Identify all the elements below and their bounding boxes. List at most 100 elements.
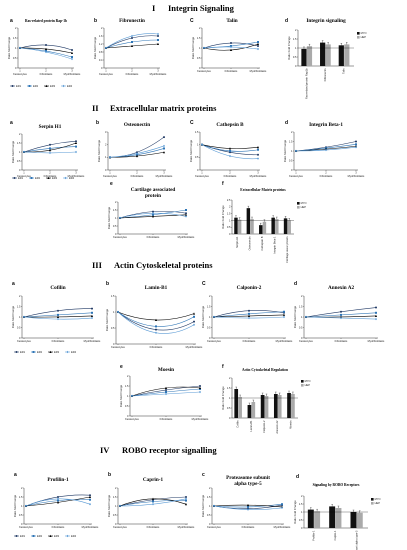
bar <box>260 395 265 418</box>
y-tick-label: 0.5 <box>111 326 115 330</box>
data-point <box>193 315 195 318</box>
data-point <box>229 48 233 51</box>
data-point <box>91 311 93 314</box>
y-tick-label: 2 <box>199 26 201 30</box>
bar <box>287 220 291 234</box>
y-tick-label: 0.5 <box>13 56 17 60</box>
y-tick-label: 1.5 <box>195 130 199 134</box>
legend-swatch <box>297 202 300 205</box>
y-tick-label: 0 <box>15 66 17 70</box>
x-tick-label: 2 <box>136 171 138 175</box>
panel-letter: a <box>14 472 17 478</box>
y-tick-label: 2 <box>127 374 129 378</box>
section-title: Actin Cytoskeletal proteins <box>114 260 213 270</box>
y-axis-label: Ratio fold Change <box>189 139 193 162</box>
y-tick-label: 1.5 <box>17 304 21 308</box>
y-axis-label: Ratio fold Change <box>7 36 11 59</box>
x-category-label: Fibroblasts <box>225 69 238 73</box>
x-category-label: Myofibroblasts <box>348 174 365 178</box>
y-tick-label: 0.5 <box>197 56 201 60</box>
data-point <box>325 148 327 152</box>
panel-title: Talin <box>226 18 237 24</box>
section-numeral: III <box>92 260 103 270</box>
data-point <box>193 320 195 323</box>
x-category-label: Myofibroblasts <box>64 72 81 76</box>
legend-label: ER1 <box>20 534 26 538</box>
y-axis-label: Ratio Fold Change <box>293 500 297 524</box>
data-point <box>152 213 154 216</box>
panel-p2a: a Serpin H1 0 0.5 1 1.5 2 Ratio fold Change 1 2 3 K… <box>10 120 85 178</box>
bar <box>277 395 282 418</box>
x-tick-label: 3 <box>355 171 357 175</box>
legend-marker <box>62 84 65 88</box>
legend-marker <box>45 84 48 87</box>
data-point <box>193 323 195 326</box>
data-point <box>340 310 342 313</box>
legend-swatch <box>371 498 374 501</box>
y-tick-label: 0 <box>229 232 231 236</box>
y-tick-label: 2 <box>229 205 231 209</box>
data-point <box>57 309 59 312</box>
x-category-label: Keratocytes <box>207 339 221 343</box>
data-point <box>165 389 167 391</box>
data-point <box>355 146 357 149</box>
bar <box>307 509 314 528</box>
panel-title: Calponin-2 <box>237 285 262 291</box>
legend-label: ER4 <box>71 534 77 538</box>
data-point <box>247 314 251 317</box>
x-category-label: Myofibroblasts <box>82 525 99 529</box>
data-point <box>230 42 232 44</box>
y-tick-label: 1.5 <box>125 384 129 388</box>
data-point <box>374 314 378 317</box>
x-category-label: Keratocytes <box>125 417 139 421</box>
y-tick-label: 0 <box>301 336 303 340</box>
data-point <box>184 213 188 216</box>
bar <box>306 46 313 66</box>
legend-label: MYO <box>305 379 311 383</box>
x-tick-label: 1 <box>109 171 111 175</box>
x-tick-label: 3 <box>257 171 259 175</box>
panel-letter: b <box>106 281 109 287</box>
y-tick-label: 0.5 <box>195 155 199 159</box>
y-tick-label: 1 <box>229 218 231 222</box>
data-point <box>151 497 155 500</box>
data-point <box>156 42 160 45</box>
x-category-label: Keratocytes <box>113 235 127 239</box>
y-tick-label: 0.5 <box>299 325 303 329</box>
y-tick-label: 0.5 <box>227 406 231 410</box>
y-axis-label: Ratio Fold Change <box>287 36 291 60</box>
x-tick-label: 1 <box>201 171 203 175</box>
x-category-label: Myofibroblasts <box>156 174 173 178</box>
x-category-label: Integrin Beta-1 <box>272 236 276 254</box>
panel-p2f: f Extracellular Matrix proteins 0 0.5 1 1.5 2 2… <box>221 181 307 263</box>
y-tick-label: 1 <box>19 315 21 319</box>
section-numeral: I <box>152 3 156 13</box>
x-category-label: Fibroblasts <box>147 525 160 529</box>
data-point <box>117 310 119 314</box>
y-tick-label: 2 <box>295 28 297 32</box>
y-tick-label: 1 <box>19 150 21 154</box>
y-axis-label: Ratio fold Change <box>97 139 101 162</box>
bar <box>250 219 254 234</box>
bar <box>264 396 269 418</box>
x-category-label: Fibroblasts <box>147 235 160 239</box>
data-point <box>163 136 165 139</box>
legend-label: MYO <box>375 497 381 501</box>
data-point <box>57 497 59 500</box>
data-point <box>71 49 73 51</box>
x-tick-label: 2 <box>49 171 51 175</box>
data-point <box>88 495 92 498</box>
x-category-label: Talin <box>342 68 346 74</box>
y-axis-label: Ratio fold Change <box>191 36 195 59</box>
data-point <box>256 42 260 45</box>
data-point <box>136 152 138 155</box>
y-tick-label: 1.6 <box>99 34 103 38</box>
section-title: Integrin Signaling <box>168 3 235 13</box>
x-category-label: Cathepsin B <box>260 236 264 250</box>
legend-label: HEP <box>361 35 367 39</box>
y-axis-label: Ratio Fold Change <box>221 386 225 410</box>
panel-title: Cofilin <box>50 285 65 291</box>
panel-title: Caprin-1 <box>143 477 164 483</box>
line-legend-p3a: ER1 ER2 ER3 ER4 <box>14 350 77 354</box>
data-point <box>201 143 203 146</box>
